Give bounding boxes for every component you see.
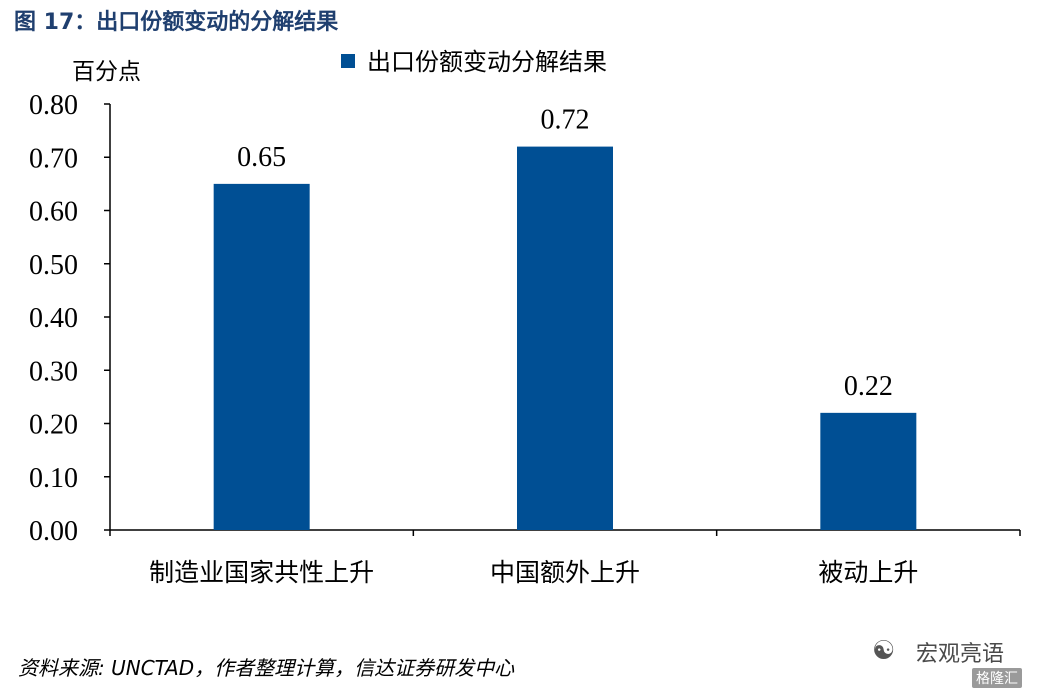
x-tick-label: 被动上升 — [818, 558, 918, 587]
watermark-logo: 格隆汇 — [972, 668, 1022, 688]
y-tick-label: 0.10 — [29, 463, 78, 494]
data-label: 0.65 — [237, 142, 286, 173]
bar — [820, 412, 917, 530]
data-label: 0.72 — [541, 105, 590, 136]
figure-title: 图 17：出口份额变动的分解结果 — [14, 10, 339, 35]
y-tick-label: 0.30 — [29, 356, 78, 387]
y-tick-label: 0.50 — [29, 250, 78, 281]
bar-chart: 0.00 0.10 0.20 0.30 0.40 0.50 0.60 0.70 0.80 百分点 0… — [29, 48, 1021, 587]
wechat-icon: ☯ — [872, 636, 896, 666]
x-tick-label: 制造业国家共性上升 — [149, 558, 374, 587]
source-note: 资料来源: UNCTAD，作者整理计算，信达证券研发中心 — [18, 656, 515, 680]
watermark-text: 宏观亮语 — [916, 642, 1005, 667]
y-tick-label: 0.80 — [29, 90, 78, 121]
legend-swatch — [341, 54, 355, 68]
data-label: 0.22 — [844, 371, 893, 402]
watermark: ☯ 宏观亮语 格隆汇 — [872, 634, 1042, 690]
x-tick-label: 中国额外上升 — [490, 558, 640, 587]
y-axis-label: 百分点 — [72, 59, 141, 85]
y-tick-label: 0.70 — [29, 143, 78, 174]
y-tick-label: 0.60 — [29, 197, 78, 228]
y-tick-label: 0.40 — [29, 303, 78, 334]
bar — [517, 146, 613, 530]
y-tick-label: 0.20 — [29, 410, 78, 441]
y-tick-label: 0.00 — [29, 516, 78, 547]
bar — [213, 183, 310, 530]
legend-label: 出口份额变动分解结果 — [367, 48, 607, 76]
